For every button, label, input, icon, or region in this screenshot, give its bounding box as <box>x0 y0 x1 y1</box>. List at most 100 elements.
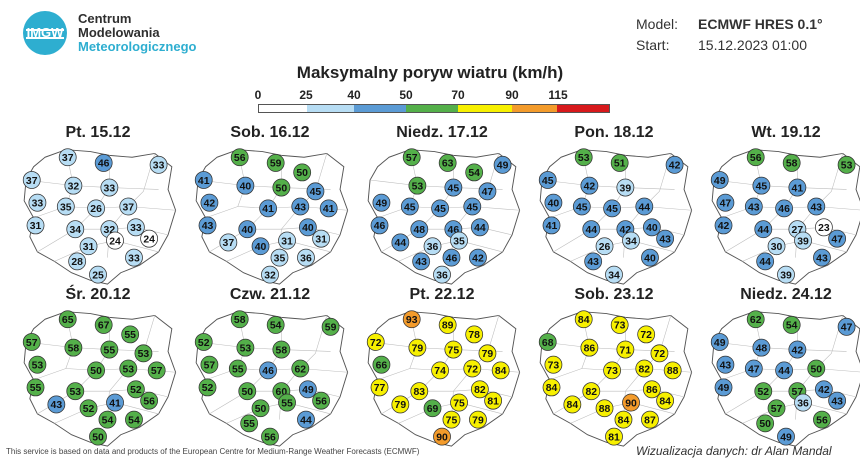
station-circle <box>125 248 143 267</box>
station-value: 59 <box>270 159 282 170</box>
station-marker: 24 <box>106 231 124 250</box>
station-value: 42 <box>584 181 596 192</box>
station-circle <box>614 410 633 429</box>
station-value: 49 <box>780 432 792 443</box>
station-value: 84 <box>546 383 558 394</box>
station-value: 34 <box>625 236 637 247</box>
station-marker: 49 <box>372 193 391 212</box>
station-marker: 40 <box>544 193 563 212</box>
station-circle <box>442 248 461 267</box>
station-marker: 42 <box>665 155 684 174</box>
station-marker: 52 <box>126 380 145 399</box>
station-value: 39 <box>620 183 632 194</box>
station-circle <box>746 148 765 167</box>
station-marker: 89 <box>438 316 457 334</box>
station-marker: 49 <box>298 380 317 399</box>
station-circle <box>140 391 159 410</box>
station-value: 49 <box>718 383 730 394</box>
station-marker: 40 <box>642 218 661 237</box>
station-circle <box>200 193 219 212</box>
station-value: 88 <box>667 366 679 377</box>
station-circle <box>433 265 451 284</box>
station-value: 52 <box>130 385 142 396</box>
station-circle <box>714 378 733 397</box>
station-value: 43 <box>295 202 307 213</box>
station-marker: 90 <box>433 427 451 446</box>
station-circle <box>584 252 603 271</box>
station-marker: 42 <box>814 380 833 399</box>
station-circle <box>782 316 801 334</box>
station-value: 55 <box>30 383 42 394</box>
station-circle <box>126 218 145 237</box>
station-circle <box>542 378 561 397</box>
station-circle <box>470 218 489 237</box>
station-marker: 52 <box>79 399 98 418</box>
station-circle <box>544 193 563 212</box>
station-marker: 43 <box>744 197 763 216</box>
station-value: 84 <box>578 315 590 326</box>
station-circle <box>775 199 794 218</box>
station-value: 54 <box>468 168 480 179</box>
station-value: 81 <box>608 432 620 443</box>
station-circle <box>198 216 217 235</box>
station-marker: 81 <box>484 391 503 410</box>
legend-swatch <box>306 105 355 112</box>
station-circle <box>298 218 317 237</box>
start-label: Start: <box>636 37 670 53</box>
station-circle <box>391 395 410 414</box>
station-value: 84 <box>659 396 671 407</box>
station-marker: 45 <box>752 176 771 195</box>
station-circle <box>438 154 457 172</box>
station-value: 57 <box>151 366 163 377</box>
station-marker: 55 <box>228 359 247 378</box>
station-value: 37 <box>26 176 38 187</box>
station-value: 79 <box>482 349 494 360</box>
station-marker: 41 <box>106 393 124 412</box>
station-value: 33 <box>128 253 140 264</box>
station-value: 55 <box>281 398 293 409</box>
station-marker: 43 <box>291 197 310 216</box>
legend-tick: 25 <box>299 88 313 102</box>
station-circle <box>194 333 213 351</box>
station-value: 42 <box>204 198 216 209</box>
station-value: 72 <box>467 364 479 375</box>
station-circle <box>656 391 675 410</box>
station-marker: 32 <box>64 176 83 195</box>
station-circle <box>767 399 786 418</box>
station-circle <box>431 361 450 380</box>
station-circle <box>100 178 119 197</box>
station-value: 46 <box>446 253 458 264</box>
station-value: 31 <box>30 221 42 232</box>
day-label: Wt. 19.12 <box>751 124 821 141</box>
station-value: 58 <box>68 343 80 354</box>
station-circle <box>775 361 794 380</box>
station-circle <box>752 338 771 357</box>
day-map-panel: Czw. 21.12 58 54 59 52 53 58 57 55 46 62 52 50 60 49 50… <box>184 286 356 448</box>
station-marker: 31 <box>26 216 45 235</box>
station-circle <box>605 427 623 446</box>
station-value: 34 <box>608 270 620 281</box>
station-circle <box>410 382 429 401</box>
station-marker: 52 <box>754 382 773 401</box>
legend-tick: 0 <box>254 88 262 102</box>
station-value: 37 <box>123 202 135 213</box>
station-value: 65 <box>62 315 74 326</box>
station-marker: 87 <box>641 410 659 429</box>
station-circle <box>230 310 249 329</box>
station-circle <box>125 410 143 429</box>
station-marker: 39 <box>616 178 635 197</box>
station-circle <box>710 333 729 351</box>
station-value: 57 <box>406 153 418 164</box>
model-info: Model: ECMWF HRES 0.1° Start: 15.12.2023 0… <box>636 14 823 56</box>
station-circle <box>574 310 593 329</box>
station-value: 42 <box>818 385 830 396</box>
legend-tick: 115 <box>548 88 568 102</box>
station-value: 62 <box>750 315 762 326</box>
station-marker: 88 <box>595 399 614 418</box>
station-value: 23 <box>818 223 830 234</box>
station-value: 86 <box>646 385 658 396</box>
station-marker: 58 <box>230 310 249 329</box>
